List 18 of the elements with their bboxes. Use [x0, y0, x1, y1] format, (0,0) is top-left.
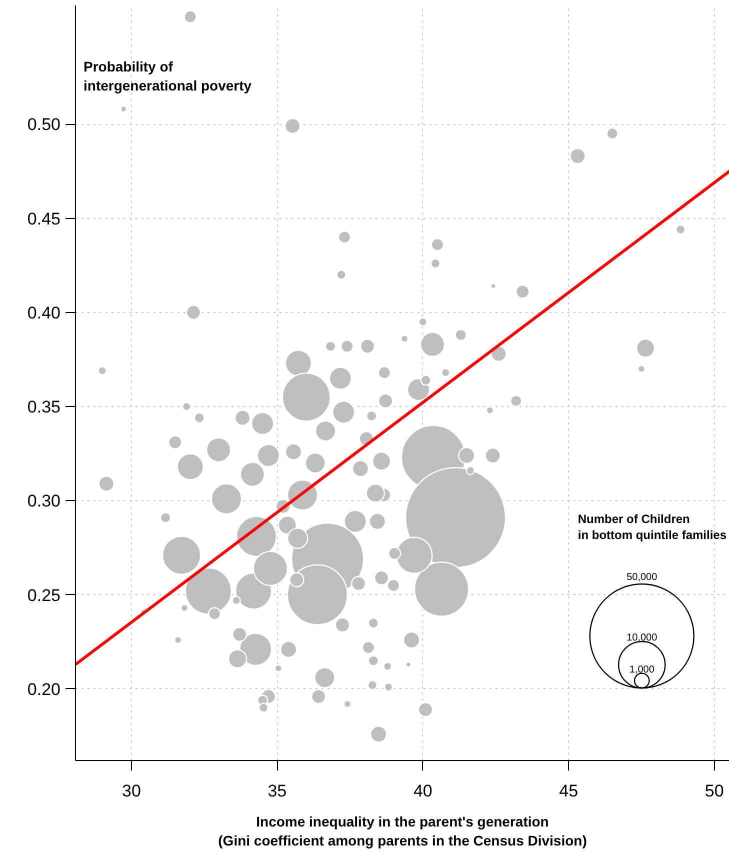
- x-axis-title: Income inequality in the parent's generation (Gini coefficient among parents in the Census Division): [218, 814, 587, 849]
- y-axis-title: Probability of intergenerational poverty: [84, 58, 252, 94]
- y-tick-label: 0.35: [27, 398, 61, 417]
- legend-label: 1,000: [629, 664, 655, 676]
- legend-label: 10,000: [626, 632, 658, 644]
- x-tick-label: 35: [268, 782, 287, 800]
- y-tick-label: 0.45: [27, 209, 61, 228]
- x-tick-label: 45: [559, 782, 578, 800]
- y-tick-label: 0.25: [27, 586, 61, 605]
- y-tick-label: 0.30: [27, 492, 61, 511]
- y-tick-label: 0.20: [27, 680, 61, 699]
- x-tick-label: 50: [704, 782, 724, 800]
- y-tick-label: 0.40: [27, 303, 61, 322]
- legend-label: 50,000: [626, 572, 658, 584]
- x-tick-label: 40: [413, 782, 432, 800]
- x-tick-label: 30: [122, 782, 141, 800]
- legend-title: Number of Children in bottom quintile families: [578, 512, 727, 542]
- y-tick-label: 0.50: [27, 115, 61, 134]
